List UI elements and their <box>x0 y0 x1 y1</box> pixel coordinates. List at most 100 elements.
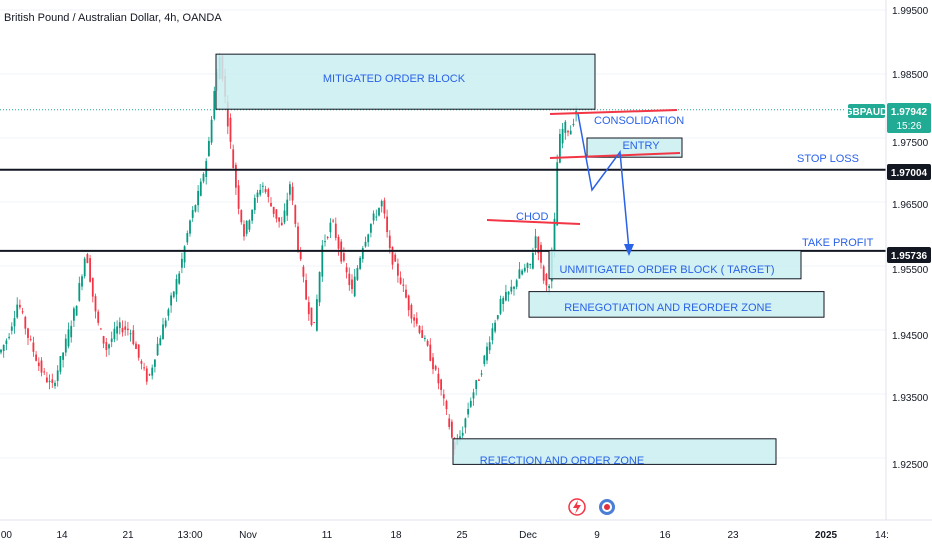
candle-body <box>478 379 480 381</box>
candle-body <box>294 205 297 224</box>
candle-body <box>140 361 143 364</box>
candle-body <box>191 210 194 218</box>
candle-body <box>407 295 410 311</box>
candle-body <box>110 338 113 342</box>
candle-body <box>286 199 289 216</box>
candle-body <box>526 263 529 268</box>
candle-body <box>348 273 351 286</box>
candle-body <box>143 367 145 369</box>
candle-body <box>78 283 81 301</box>
price-tick: 1.92500 <box>892 460 929 471</box>
candle-body <box>81 276 83 287</box>
symbol-tag <box>848 104 885 118</box>
lightning-icon[interactable] <box>568 498 586 516</box>
candle-body <box>267 189 270 197</box>
candle-body <box>229 117 232 142</box>
take-profit-price-text: 1.95736 <box>891 251 928 262</box>
candle-body <box>510 286 513 292</box>
candle-body <box>564 121 567 133</box>
stop-loss-price-text: 1.97004 <box>891 168 928 179</box>
candle-body <box>159 338 162 346</box>
candle-body <box>415 318 418 324</box>
consolidation-lower-trendline[interactable] <box>549 152 681 159</box>
candle-body <box>361 248 364 259</box>
candle-body <box>442 394 445 399</box>
candle-body <box>32 342 35 352</box>
candle-body <box>5 340 8 345</box>
time-tick: 2025 <box>815 530 838 541</box>
candle-body <box>248 220 251 230</box>
candle-body <box>124 326 127 330</box>
candle-body <box>418 325 421 333</box>
candle-body <box>102 336 105 344</box>
candle-body <box>116 326 118 334</box>
unmitigated-order-block-zone[interactable] <box>548 250 802 280</box>
candle-body <box>569 130 572 135</box>
candle-body <box>475 380 478 390</box>
candle-body <box>572 123 575 126</box>
flag-icon[interactable] <box>599 499 615 515</box>
candle-body <box>29 339 32 341</box>
candle-body <box>10 326 13 331</box>
mitigated-order-block-zone[interactable] <box>215 53 596 110</box>
candle-body <box>0 349 2 353</box>
rejection-zone[interactable] <box>452 438 777 465</box>
candle-body <box>372 213 375 221</box>
candle-body <box>553 218 556 252</box>
price-tick: 1.96500 <box>892 200 929 211</box>
candle-body <box>299 251 302 260</box>
candle-body <box>56 370 59 381</box>
candle-body <box>437 373 440 384</box>
candle-body <box>464 418 467 428</box>
candle-body <box>62 352 64 360</box>
candle-body <box>86 254 89 264</box>
candle-body <box>181 258 183 268</box>
projected-path-line[interactable] <box>577 113 630 251</box>
time-axis[interactable]: :00 14 21 13:00 Nov 11 18 25 Dec 9 16 23… <box>0 530 889 541</box>
entry-zone[interactable] <box>586 137 683 158</box>
candle-body <box>232 149 235 169</box>
candle-body <box>8 336 10 338</box>
candle-body <box>451 421 453 438</box>
candle-body <box>353 276 356 297</box>
candle-body <box>494 322 496 332</box>
candle-body <box>121 327 124 333</box>
candle-body <box>135 343 137 349</box>
time-tick: 9 <box>594 530 600 541</box>
candle-body <box>545 273 548 286</box>
candle-body <box>164 320 167 327</box>
candle-body <box>515 280 518 287</box>
candle-body <box>302 266 305 277</box>
time-tick: Nov <box>239 530 257 541</box>
candle-body <box>240 210 243 223</box>
candle-body <box>307 302 310 315</box>
chod-trendline[interactable] <box>486 219 581 225</box>
candle-body <box>259 189 262 195</box>
candle-body <box>397 263 399 276</box>
price-axis[interactable]: 1.99500 1.98500 1.97500 1.96500 1.95500 … <box>892 6 929 471</box>
candle-body <box>542 266 545 281</box>
candle-body <box>89 258 91 282</box>
candle-body <box>305 279 307 300</box>
candle-body <box>91 277 94 297</box>
candle-body <box>189 220 191 234</box>
countdown-text: 15:26 <box>896 121 921 132</box>
consolidation-upper-trendline[interactable] <box>549 109 678 115</box>
candle-body <box>532 253 534 269</box>
time-tick: 13:00 <box>177 530 202 541</box>
candle-body <box>148 374 151 376</box>
candle-body <box>46 377 48 383</box>
renegotiation-zone[interactable] <box>528 291 825 318</box>
candle-body <box>256 192 259 198</box>
candle-body <box>399 277 402 284</box>
candle-body <box>388 235 391 249</box>
consolidation-label: CONSOLIDATION <box>594 115 684 127</box>
candle-body <box>413 317 415 321</box>
candle-body <box>461 432 464 436</box>
mitigated-order-block-label: MITIGATED ORDER BLOCK <box>323 73 466 85</box>
time-tick: 16 <box>659 530 671 541</box>
price-tick: 1.97500 <box>892 138 929 149</box>
candle-body <box>380 200 383 207</box>
candle-body <box>459 436 461 439</box>
